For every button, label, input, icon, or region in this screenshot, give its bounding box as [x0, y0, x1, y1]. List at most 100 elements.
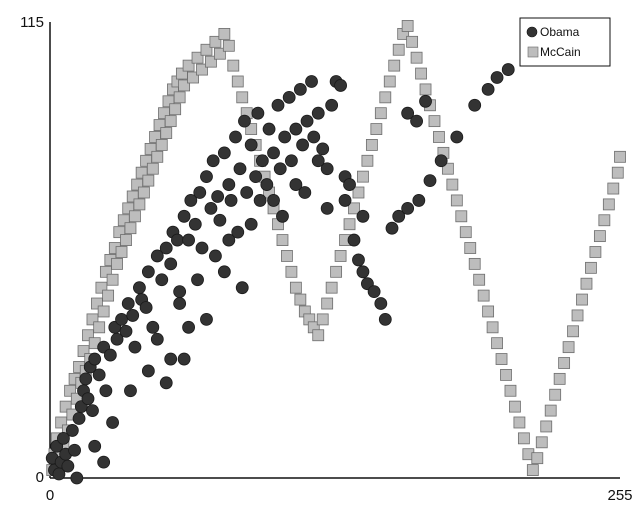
point-mccain-138	[531, 452, 544, 465]
point-obama-100	[468, 98, 482, 112]
point-obama-25	[115, 312, 128, 326]
point-obama-121	[222, 233, 236, 247]
plot-area	[45, 20, 626, 485]
point-mccain-146	[567, 325, 579, 338]
point-obama-77	[307, 130, 321, 144]
point-mccain-100	[361, 154, 374, 167]
point-mccain-14	[77, 345, 90, 358]
point-obama-51	[211, 190, 225, 203]
point-mccain-72	[236, 91, 249, 104]
point-obama-78	[311, 106, 325, 120]
point-obama-71	[285, 154, 298, 168]
point-obama-124	[289, 178, 303, 191]
point-mccain-68	[218, 27, 231, 40]
point-mccain-62	[191, 51, 204, 64]
point-mccain-94	[334, 250, 347, 262]
point-obama-107	[200, 312, 213, 326]
point-mccain-82	[281, 250, 293, 262]
point-mccain-20	[91, 297, 103, 310]
point-mccain-16	[82, 329, 94, 342]
point-mccain-126	[477, 289, 490, 302]
point-obama-72	[289, 122, 303, 136]
point-obama-65	[262, 122, 276, 136]
point-obama-29	[128, 340, 142, 354]
point-mccain-18	[86, 313, 99, 326]
point-mccain-99	[357, 170, 369, 183]
point-mccain-135	[517, 432, 530, 445]
point-obama-58	[238, 114, 251, 128]
point-mccain-104	[379, 91, 392, 104]
point-mccain-116	[433, 131, 445, 143]
point-mccain-93	[330, 265, 343, 278]
point-mccain-148	[576, 293, 588, 306]
point-mccain-64	[200, 43, 213, 56]
point-mccain-118	[441, 162, 454, 175]
point-mccain-53	[164, 115, 177, 128]
point-obama-53	[217, 146, 231, 160]
point-mccain-37	[129, 210, 141, 223]
point-mccain-145	[562, 341, 575, 354]
point-mccain-90	[316, 313, 329, 326]
point-obama-128	[182, 320, 195, 334]
point-obama-92	[378, 312, 392, 326]
point-obama-130	[141, 364, 155, 378]
point-obama-108	[177, 352, 191, 366]
point-mccain-125	[473, 273, 486, 286]
point-mccain-61	[187, 71, 199, 84]
point-mccain-119	[446, 178, 459, 191]
point-obama-116	[276, 209, 289, 223]
point-obama-75	[300, 114, 314, 128]
point-obama-30	[133, 281, 146, 295]
point-obama-43	[182, 233, 195, 247]
point-obama-46	[193, 186, 207, 199]
point-obama-63	[255, 154, 269, 168]
point-mccain-149	[580, 277, 593, 290]
point-obama-8	[65, 424, 79, 437]
point-mccain-71	[231, 75, 244, 88]
point-mccain-154	[602, 198, 615, 211]
point-mccain-110	[406, 35, 419, 48]
point-mccain-98	[352, 186, 365, 199]
point-mccain-89	[312, 329, 325, 342]
point-obama-24	[110, 332, 124, 346]
point-obama-111	[173, 297, 187, 310]
point-obama-81	[325, 98, 339, 112]
point-mccain-21	[93, 321, 106, 334]
point-mccain-155	[607, 182, 620, 195]
point-mccain-130	[495, 353, 508, 365]
point-mccain-84	[289, 281, 302, 294]
point-obama-134	[97, 455, 111, 469]
point-obama-74	[296, 138, 309, 152]
point-mccain-140	[540, 420, 553, 433]
point-mccain-97	[348, 202, 360, 215]
point-obama-21	[99, 384, 113, 398]
point-mccain-85	[294, 293, 307, 306]
point-obama-26	[119, 324, 133, 338]
point-obama-9	[68, 443, 81, 457]
point-mccain-128	[486, 321, 499, 334]
point-mccain-69	[222, 39, 235, 52]
point-mccain-106	[388, 59, 401, 72]
point-mccain-35	[124, 222, 137, 235]
point-obama-62	[251, 106, 265, 120]
point-mccain-141	[544, 404, 557, 417]
point-obama-5	[57, 431, 70, 445]
point-mccain-29	[111, 257, 123, 270]
point-obama-125	[311, 154, 325, 168]
point-mccain-122	[459, 226, 472, 239]
point-obama-127	[217, 265, 231, 279]
point-obama-33	[141, 265, 155, 279]
point-mccain-25	[102, 289, 115, 302]
point-mccain-41	[137, 186, 150, 199]
point-obama-11	[72, 412, 86, 425]
point-obama-50	[206, 154, 220, 168]
point-obama-32	[139, 301, 153, 314]
point-mccain-137	[526, 464, 539, 476]
point-obama-119	[338, 194, 352, 207]
point-mccain-33	[120, 234, 132, 246]
point-obama-129	[164, 352, 178, 366]
point-mccain-22	[95, 281, 108, 294]
point-mccain-66	[209, 35, 222, 48]
point-mccain-133	[509, 400, 521, 413]
